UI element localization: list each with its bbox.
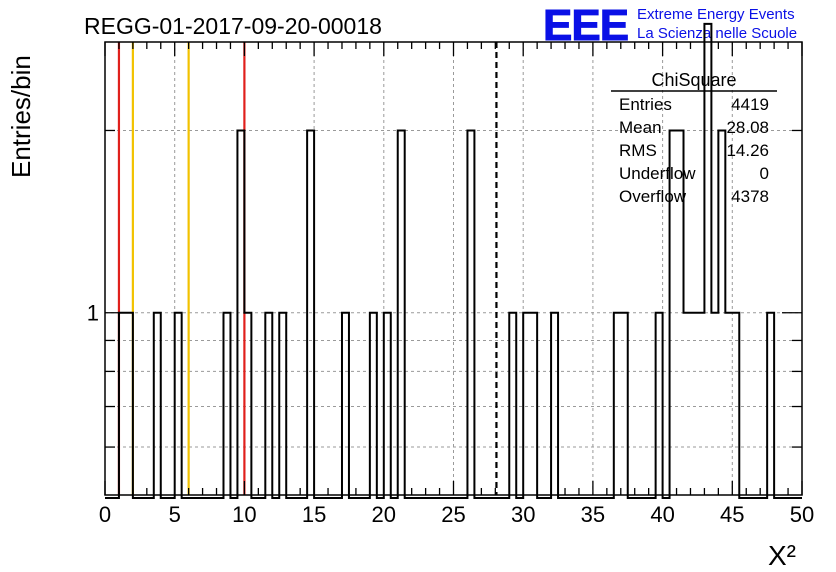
- stats-value: 4378: [731, 187, 769, 206]
- logo-line-2: La Scienza nelle Scuole: [637, 25, 797, 42]
- histogram-bin: [175, 313, 182, 495]
- histogram-bin: [154, 313, 161, 495]
- chart-title: REGG-01-2017-09-20-00018: [84, 13, 382, 39]
- logo-line-1: Extreme Energy Events: [637, 6, 795, 23]
- stats-label: Mean: [619, 118, 662, 137]
- histogram-bin: [551, 313, 558, 495]
- x-tick-label: 0: [99, 502, 111, 527]
- histogram-bin: [767, 313, 774, 495]
- x-tick-label: 35: [581, 502, 605, 527]
- x-tick-label: 10: [232, 502, 256, 527]
- histogram-bin: [342, 313, 349, 495]
- x-tick-label: 25: [441, 502, 465, 527]
- histogram-bin: [656, 313, 663, 495]
- histogram-bin: [677, 130, 684, 495]
- histogram-bin: [467, 130, 474, 495]
- x-axis-title: X²: [768, 540, 796, 571]
- histogram-bin: [384, 313, 391, 495]
- eee-logo: EEE Extreme Energy Events La Scienza nel…: [543, 1, 798, 51]
- stats-value: 4419: [731, 95, 769, 114]
- histogram-bin: [523, 313, 530, 495]
- stats-label: RMS: [619, 141, 657, 160]
- x-tick-label: 40: [650, 502, 674, 527]
- histogram-bin: [621, 313, 628, 495]
- histogram-bin: [690, 313, 697, 495]
- x-tick-label: 30: [511, 502, 535, 527]
- stats-title: ChiSquare: [651, 70, 736, 90]
- stats-box: ChiSquare Entries 4419 Mean 28.08 RMS 14.26 Un…: [611, 70, 777, 206]
- histogram-bin: [370, 313, 377, 495]
- histogram-bin: [119, 313, 126, 495]
- stats-value: 14.26: [726, 141, 769, 160]
- x-tick-label: 5: [169, 502, 181, 527]
- x-tick-labels: 0 5 10 15 20 25 30 35 40 45 50: [99, 502, 814, 527]
- x-tick-label: 15: [302, 502, 326, 527]
- grid-lines: [105, 42, 802, 495]
- stats-label: Overflow: [619, 187, 687, 206]
- histogram-bin: [398, 130, 405, 495]
- histogram-bin: [614, 313, 621, 495]
- histogram-bin: [725, 313, 732, 495]
- histogram-bin: [279, 313, 286, 495]
- histogram-bin: [718, 130, 725, 495]
- histogram-bin: [697, 313, 704, 495]
- histogram-bin: [509, 313, 516, 495]
- histogram-bin: [237, 130, 244, 495]
- x-tick-label: 50: [790, 502, 814, 527]
- stats-value: 28.08: [726, 118, 769, 137]
- y-axis-title: Entries/bin: [6, 55, 36, 178]
- x-tick-label: 45: [720, 502, 744, 527]
- histogram-bin: [244, 313, 251, 495]
- histogram-bin: [732, 313, 739, 495]
- histogram-bin: [711, 313, 718, 495]
- plot-frame: [104, 41, 803, 496]
- histogram-outline: [105, 22, 802, 499]
- y-tick-label: 1: [87, 301, 99, 326]
- histogram-bin: [670, 130, 677, 495]
- histogram-bin: [684, 313, 691, 495]
- x-tick-label: 20: [372, 502, 396, 527]
- histogram-bin: [223, 313, 230, 495]
- stats-label: Underflow: [619, 164, 696, 183]
- stats-rows: Entries 4419 Mean 28.08 RMS 14.26 Underflow 0 Ov…: [619, 95, 769, 206]
- histogram-bin: [126, 313, 133, 495]
- histogram-bin: [704, 24, 711, 495]
- histogram-bin: [265, 313, 272, 495]
- y-tick-labels: 1: [87, 301, 99, 326]
- histogram-bin: [307, 130, 314, 495]
- stats-value: 0: [760, 164, 769, 183]
- histogram-bin: [530, 313, 537, 495]
- stats-label: Entries: [619, 95, 672, 114]
